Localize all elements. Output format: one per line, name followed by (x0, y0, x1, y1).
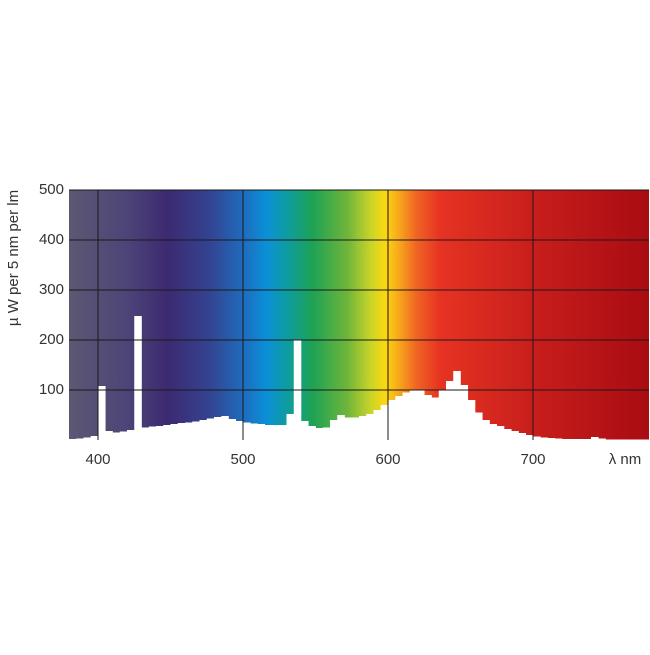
bar (185, 422, 193, 440)
y-tick-label: 400 (39, 231, 64, 248)
bar (163, 425, 171, 440)
bar (395, 396, 403, 440)
bar (576, 439, 585, 440)
bar (424, 395, 432, 440)
bar (228, 419, 237, 440)
bar (380, 405, 389, 440)
x-tick-label: 600 (375, 451, 400, 468)
bar (547, 438, 556, 440)
bar (489, 424, 498, 440)
bar (98, 386, 106, 440)
bar (511, 431, 519, 440)
bar (286, 414, 295, 440)
bar (460, 385, 469, 440)
bar (76, 438, 84, 440)
bar (257, 424, 266, 440)
bar (112, 432, 121, 440)
bar (315, 428, 324, 440)
bar (475, 412, 483, 440)
y-tick-label: 200 (39, 331, 64, 348)
bar (134, 316, 142, 440)
bar (272, 425, 280, 440)
bar (482, 420, 490, 440)
bar (525, 435, 534, 440)
bar (206, 418, 215, 440)
x-tick-label: 700 (520, 451, 545, 468)
bar (235, 421, 244, 440)
bar (373, 410, 382, 440)
bar (417, 390, 425, 440)
bar (388, 400, 396, 440)
bar (177, 423, 186, 440)
x-tick-label: 500 (230, 451, 255, 468)
y-tick-label: 500 (39, 181, 64, 198)
bar (605, 439, 614, 440)
bar (446, 381, 454, 440)
bar (221, 416, 229, 440)
bar (518, 433, 527, 440)
bar (591, 437, 599, 440)
bar (504, 429, 512, 440)
bar (127, 430, 135, 440)
bar (243, 422, 251, 440)
bar (533, 436, 541, 440)
bar (366, 414, 374, 440)
bar (156, 426, 164, 440)
bar (359, 416, 367, 440)
bar (402, 392, 411, 440)
bar (105, 431, 113, 440)
x-tick-label: 400 (85, 451, 110, 468)
spectrum-background (69, 190, 649, 440)
bar (634, 439, 643, 440)
bar (322, 427, 331, 440)
bar (554, 438, 563, 440)
bar (279, 425, 287, 440)
bar (627, 439, 635, 440)
x-axis-label: λ nm (609, 451, 642, 468)
bar (141, 427, 150, 440)
bar (308, 426, 316, 440)
bar (438, 390, 447, 440)
bar (496, 426, 505, 440)
bar (301, 421, 309, 440)
bar (330, 420, 338, 440)
bar (214, 417, 222, 440)
bar (583, 439, 592, 440)
y-tick-label: 100 (39, 381, 64, 398)
bar (409, 390, 418, 440)
bar (620, 439, 628, 440)
bar (69, 439, 77, 440)
bar (344, 417, 353, 440)
y-axis-label: µ W per 5 nm per lm (5, 190, 22, 326)
bar (467, 400, 476, 440)
bar (612, 439, 621, 440)
bar (337, 415, 345, 440)
bar (90, 436, 99, 440)
bar (569, 439, 577, 440)
bar (264, 425, 273, 440)
bar (250, 423, 258, 440)
bar (148, 426, 157, 440)
bar (562, 439, 570, 440)
bar (641, 439, 650, 440)
bar (598, 438, 606, 440)
bar (170, 424, 179, 440)
bar (119, 431, 128, 440)
bar (431, 397, 440, 440)
y-tick-label: 300 (39, 281, 64, 298)
bar (199, 420, 208, 440)
bar (351, 417, 360, 440)
bar (192, 421, 200, 440)
bar (540, 437, 548, 440)
bar (453, 371, 461, 440)
bar (83, 437, 92, 440)
